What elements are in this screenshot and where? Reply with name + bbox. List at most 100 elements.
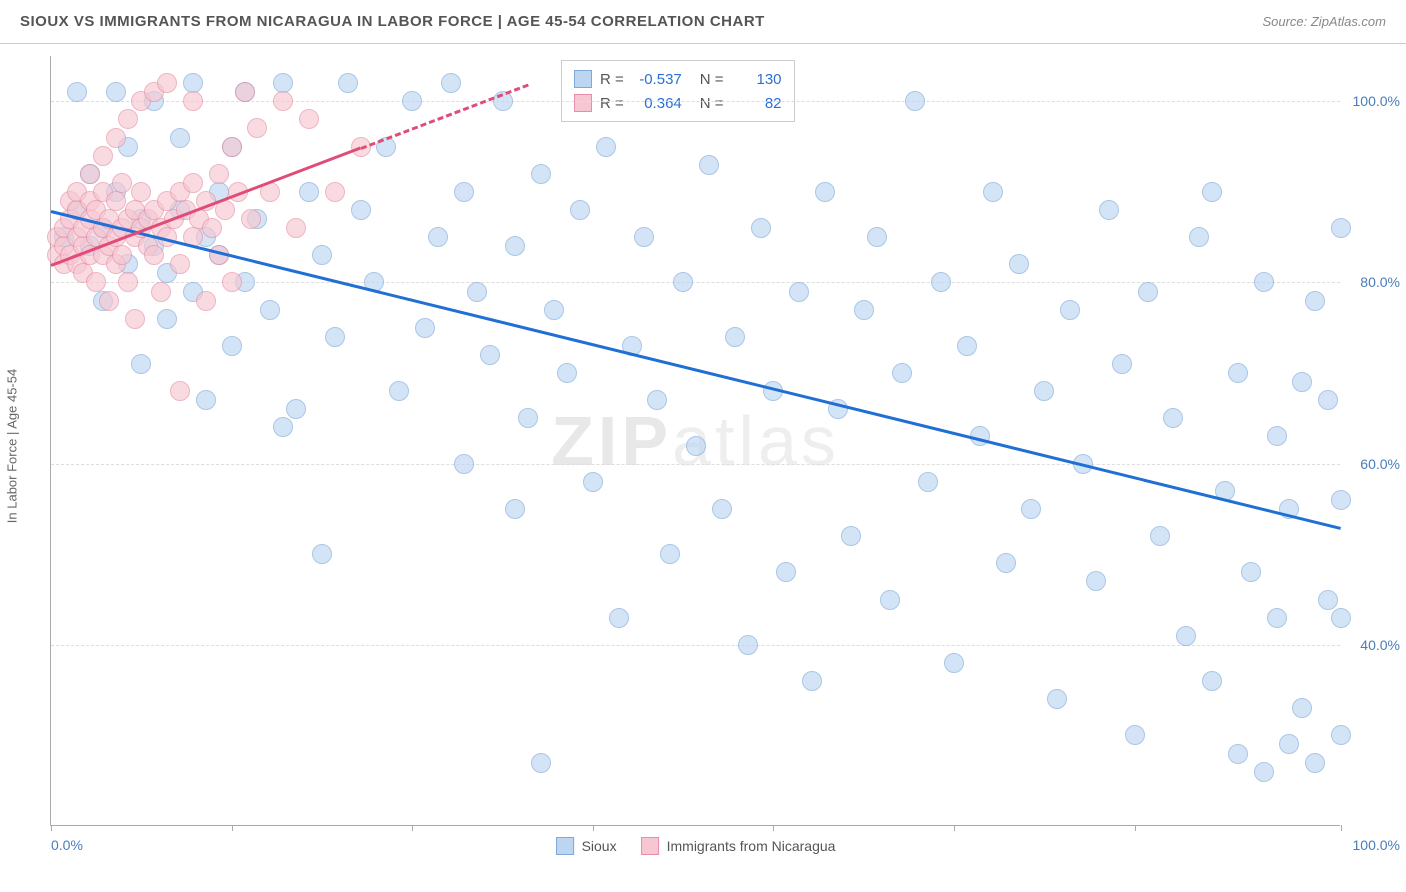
- legend-swatch: [641, 837, 659, 855]
- data-point: [325, 327, 345, 347]
- data-point: [1021, 499, 1041, 519]
- legend-swatch: [556, 837, 574, 855]
- data-point: [151, 282, 171, 302]
- data-point: [1163, 408, 1183, 428]
- data-point: [441, 73, 461, 93]
- data-point: [99, 291, 119, 311]
- data-point: [1202, 182, 1222, 202]
- data-point: [1228, 744, 1248, 764]
- data-point: [647, 390, 667, 410]
- legend-swatch: [574, 94, 592, 112]
- y-tick-label: 100.0%: [1345, 93, 1400, 109]
- data-point: [428, 227, 448, 247]
- stat-n-label: N =: [700, 71, 724, 88]
- data-point: [725, 327, 745, 347]
- data-point: [1138, 282, 1158, 302]
- stat-r-label: R =: [600, 95, 624, 112]
- series-legend: Sioux Immigrants from Nicaragua: [556, 837, 836, 855]
- data-point: [286, 399, 306, 419]
- data-point: [273, 417, 293, 437]
- data-point: [1254, 762, 1274, 782]
- data-point: [854, 300, 874, 320]
- y-tick-label: 60.0%: [1345, 456, 1400, 472]
- data-point: [112, 245, 132, 265]
- data-point: [93, 146, 113, 166]
- data-point: [738, 635, 758, 655]
- x-axis-min-label: 0.0%: [51, 837, 83, 853]
- data-point: [1318, 590, 1338, 610]
- trend-line: [360, 83, 529, 149]
- stat-n-value: 130: [732, 71, 782, 88]
- data-point: [531, 753, 551, 773]
- data-point: [660, 544, 680, 564]
- data-point: [1125, 725, 1145, 745]
- x-tick: [1341, 825, 1342, 831]
- data-point: [454, 182, 474, 202]
- data-point: [131, 182, 151, 202]
- data-point: [196, 291, 216, 311]
- data-point: [983, 182, 1003, 202]
- data-point: [1228, 363, 1248, 383]
- data-point: [776, 562, 796, 582]
- x-tick: [412, 825, 413, 831]
- data-point: [957, 336, 977, 356]
- data-point: [1331, 490, 1351, 510]
- data-point: [1331, 725, 1351, 745]
- scatter-plot-area: ZIPatlas R =-0.537N =130R =0.364N =82 Si…: [50, 56, 1340, 826]
- gridline-h: [51, 464, 1340, 465]
- data-point: [106, 128, 126, 148]
- y-tick-label: 80.0%: [1345, 274, 1400, 290]
- data-point: [183, 173, 203, 193]
- data-point: [157, 73, 177, 93]
- x-tick: [954, 825, 955, 831]
- legend-label: Sioux: [582, 838, 617, 854]
- stats-row: R =-0.537N =130: [574, 67, 782, 91]
- data-point: [880, 590, 900, 610]
- source-credit: Source: ZipAtlas.com: [1262, 14, 1386, 29]
- data-point: [673, 272, 693, 292]
- data-point: [125, 309, 145, 329]
- data-point: [260, 300, 280, 320]
- data-point: [1150, 526, 1170, 546]
- data-point: [892, 363, 912, 383]
- data-point: [118, 272, 138, 292]
- data-point: [415, 318, 435, 338]
- data-point: [557, 363, 577, 383]
- stat-r-value: 0.364: [632, 95, 682, 112]
- data-point: [1241, 562, 1261, 582]
- data-point: [789, 282, 809, 302]
- data-point: [505, 236, 525, 256]
- data-point: [1305, 753, 1325, 773]
- data-point: [815, 182, 835, 202]
- data-point: [1112, 354, 1132, 374]
- data-point: [570, 200, 590, 220]
- data-point: [402, 91, 422, 111]
- data-point: [241, 209, 261, 229]
- data-point: [209, 164, 229, 184]
- stats-row: R =0.364N =82: [574, 91, 782, 115]
- data-point: [531, 164, 551, 184]
- data-point: [1060, 300, 1080, 320]
- x-tick: [773, 825, 774, 831]
- data-point: [80, 164, 100, 184]
- data-point: [1034, 381, 1054, 401]
- data-point: [751, 218, 771, 238]
- data-point: [467, 282, 487, 302]
- data-point: [1331, 608, 1351, 628]
- data-point: [325, 182, 345, 202]
- chart-header: SIOUX VS IMMIGRANTS FROM NICARAGUA IN LA…: [0, 0, 1406, 44]
- data-point: [351, 200, 371, 220]
- data-point: [106, 191, 126, 211]
- data-point: [996, 553, 1016, 573]
- data-point: [222, 137, 242, 157]
- data-point: [144, 245, 164, 265]
- x-tick: [593, 825, 594, 831]
- data-point: [222, 336, 242, 356]
- data-point: [1318, 390, 1338, 410]
- legend-item: Immigrants from Nicaragua: [641, 837, 836, 855]
- data-point: [235, 82, 255, 102]
- y-axis-label: In Labor Force | Age 45-54: [5, 369, 20, 523]
- data-point: [1009, 254, 1029, 274]
- data-point: [583, 472, 603, 492]
- data-point: [170, 254, 190, 274]
